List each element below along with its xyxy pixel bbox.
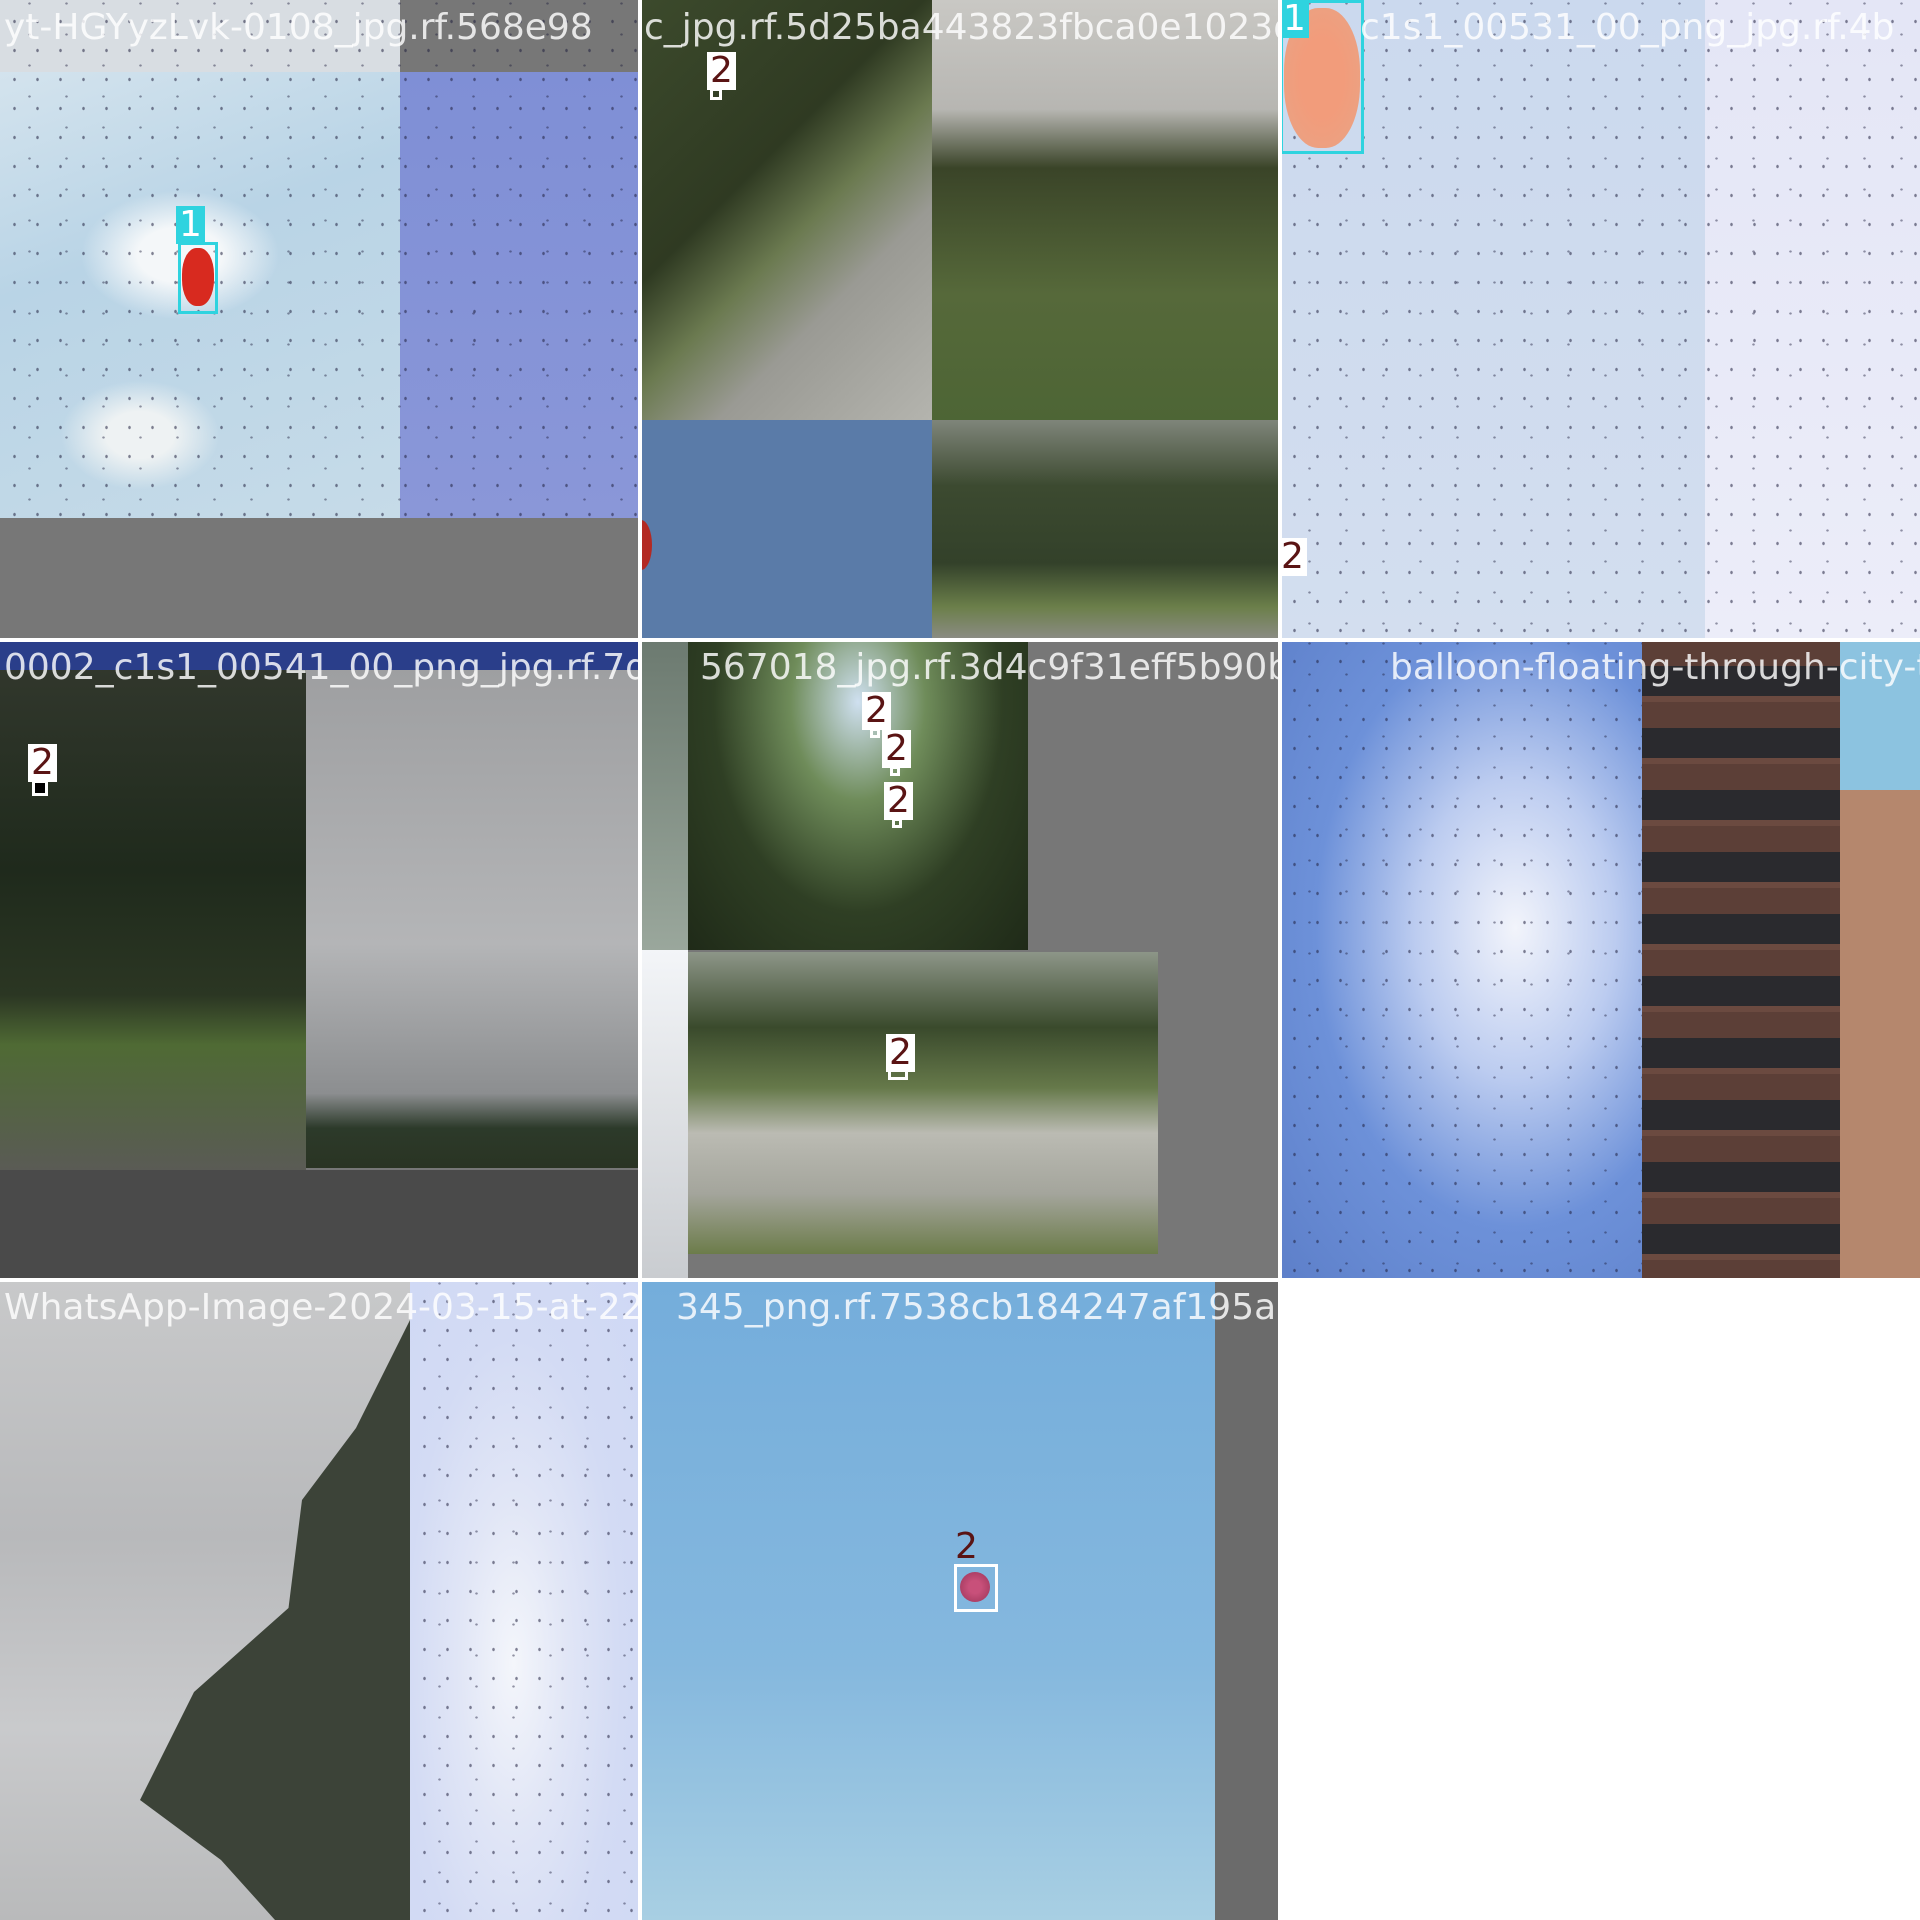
grid-line: [0, 1278, 1920, 1282]
image-filename: balloon-floating-through-city-thom: [1390, 647, 1920, 688]
sky-corner: [1840, 640, 1920, 790]
blue-sky-photo: [640, 1280, 1215, 1920]
mosaic-tile-4: 2 0002_c1s1_00541_00_png_jpg.rf.7d2: [0, 640, 640, 1280]
red-balloon: [182, 248, 214, 306]
image-filename: 567018_jpg.rf.3d4c9f31eff5b90b8196d430: [700, 647, 1280, 688]
mosaic-tile-3: 1 2 c1s1_00531_00_png_jpg.rf.4b: [1280, 0, 1920, 640]
tower-photo: [1840, 790, 1920, 1280]
image-filename: c_jpg.rf.5d25ba443823fbca0e1023d: [644, 7, 1280, 48]
grid-line: [1278, 0, 1282, 1920]
detection-label: 2: [955, 1526, 978, 1567]
tree-canopy-photo: [688, 640, 1028, 950]
left-white-sliver: [640, 950, 688, 1280]
noise-overlay: [1280, 640, 1642, 1280]
detection-box: [954, 1564, 998, 1612]
detection-label: 2: [862, 692, 891, 730]
detection-label: 2: [886, 1034, 915, 1072]
detection-label: 2: [882, 730, 911, 768]
mosaic-tile-1: 1 yt-HGYyzLvk-0108_jpg.rf.568e98: [0, 0, 640, 640]
image-filename: 345_png.rf.7538cb184247af195a56ace48d45f: [676, 1287, 1280, 1328]
mosaic-tile-7: WhatsApp-Image-2024-03-15-at-22-09-: [0, 1280, 640, 1920]
noise-overlay: [1280, 0, 1920, 640]
field-photo: [688, 952, 1158, 1254]
letterbox: [0, 518, 640, 640]
mosaic-tile-6: balloon-floating-through-city-thom: [1280, 640, 1920, 1280]
letterbox: [1215, 1280, 1280, 1920]
letterbox: [0, 1170, 640, 1280]
image-filename: 0002_c1s1_00541_00_png_jpg.rf.7d2: [4, 647, 640, 688]
mosaic-tile-8: 2 345_png.rf.7538cb184247af195a56ace48d4…: [640, 1280, 1280, 1920]
noise-overlay: [0, 0, 640, 518]
red-balloon: [640, 520, 652, 570]
pink-balloon: [960, 1572, 990, 1602]
road-photo: [640, 0, 932, 420]
detection-label: 1: [1280, 0, 1309, 38]
detection-label: 2: [707, 52, 736, 90]
trees-photo: [932, 420, 1280, 640]
overcast-photo: [306, 670, 640, 1168]
blue-photo: [640, 420, 932, 640]
image-filename: yt-HGYyzLvk-0108_jpg.rf.568e98: [4, 7, 593, 48]
grass-photo: [932, 0, 1280, 420]
mosaic-tile-2: 2 c_jpg.rf.5d25ba443823fbca0e1023d: [640, 0, 1280, 640]
left-sliver-photo: [640, 640, 688, 950]
detection-label: 1: [176, 206, 205, 244]
empty-cell: [1280, 1280, 1920, 1920]
image-filename: c1s1_00531_00_png_jpg.rf.4b: [1360, 7, 1895, 48]
image-filename: WhatsApp-Image-2024-03-15-at-22-09-: [4, 1287, 640, 1328]
detection-box: [178, 242, 218, 314]
noise-overlay: [410, 1280, 640, 1920]
grid-line: [0, 638, 1920, 642]
grid-line: [638, 0, 642, 1920]
detection-label: 2: [884, 782, 913, 820]
detection-label: 2: [1280, 538, 1307, 576]
mosaic-tile-5: 2 2 2 2 567018_jpg.rf.3d4c9f31eff5b90b81…: [640, 640, 1280, 1280]
detection-label: 2: [28, 744, 57, 782]
